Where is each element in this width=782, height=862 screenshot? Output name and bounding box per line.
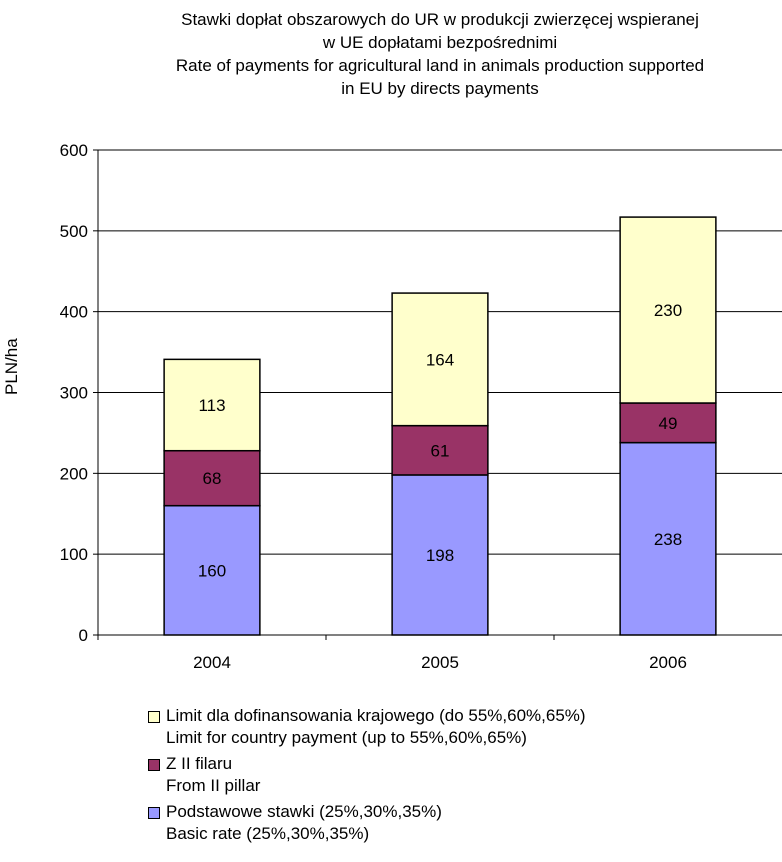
bar-segment: [163, 504, 261, 636]
y-tick-label: 500: [60, 222, 88, 241]
bar-segment: [391, 474, 489, 636]
y-tick-label: 200: [60, 464, 88, 483]
data-label: 61: [431, 441, 450, 460]
stacked-bar-chart: 0 100 200 300 400 500 600 160 68 113 2004 198 61 164 2…: [60, 141, 782, 672]
bar-segment: [163, 449, 261, 507]
legend: Limit dla dofinansowania krajowego (do 5…: [148, 705, 586, 849]
legend-item-basic: Podstawowe stawki (25%,30%,35%) Basic ra…: [148, 801, 586, 845]
data-label: 164: [426, 350, 454, 369]
bar-segment: [619, 216, 717, 404]
title-line-2: w UE dopłatami bezpośrednimi: [322, 33, 558, 52]
data-label: 160: [198, 561, 226, 580]
y-tick-label: 100: [60, 545, 88, 564]
legend-swatch-limit: [148, 711, 160, 723]
y-tick-label: 0: [79, 626, 88, 645]
data-label: 238: [654, 530, 682, 549]
bar-segment: [163, 358, 261, 452]
legend-item-pillar: Z II filaru From II pillar: [148, 753, 586, 797]
data-label: 198: [426, 546, 454, 565]
y-tick-label: 300: [60, 384, 88, 403]
legend-item-limit: Limit dla dofinansowania krajowego (do 5…: [148, 705, 586, 749]
title-line-1: Stawki dopłat obszarowych do UR w produk…: [181, 10, 699, 29]
chart-title: Stawki dopłat obszarowych do UR w produk…: [100, 8, 780, 100]
data-label: 49: [659, 414, 678, 433]
bar-segment: [619, 402, 717, 444]
legend-label-basic-en: Basic rate (25%,30%,35%): [166, 824, 370, 843]
legend-label-pillar-en: From II pillar: [166, 776, 261, 795]
bar-segment: [391, 424, 489, 476]
legend-label-limit: Limit dla dofinansowania krajowego (do 5…: [166, 706, 586, 725]
legend-label-limit-en: Limit for country payment (up to 55%,60%…: [166, 728, 527, 747]
bar-segment: [391, 292, 489, 427]
x-tick-label: 2005: [421, 653, 459, 672]
bar-segment: [619, 441, 717, 636]
data-label: 68: [203, 469, 222, 488]
data-label: 230: [654, 301, 682, 320]
title-line-4: in EU by directs payments: [341, 79, 539, 98]
x-tick-label: 2004: [193, 653, 231, 672]
y-tick-label: 600: [60, 141, 88, 160]
legend-label-basic: Podstawowe stawki (25%,30%,35%): [166, 802, 442, 821]
legend-swatch-basic: [148, 807, 160, 819]
y-tick-label: 400: [60, 303, 88, 322]
data-label: 113: [198, 396, 225, 415]
x-tick-label: 2006: [649, 653, 687, 672]
legend-swatch-pillar: [148, 759, 160, 771]
legend-label-pillar: Z II filaru: [166, 754, 233, 773]
title-line-3: Rate of payments for agricultural land i…: [175, 56, 705, 75]
